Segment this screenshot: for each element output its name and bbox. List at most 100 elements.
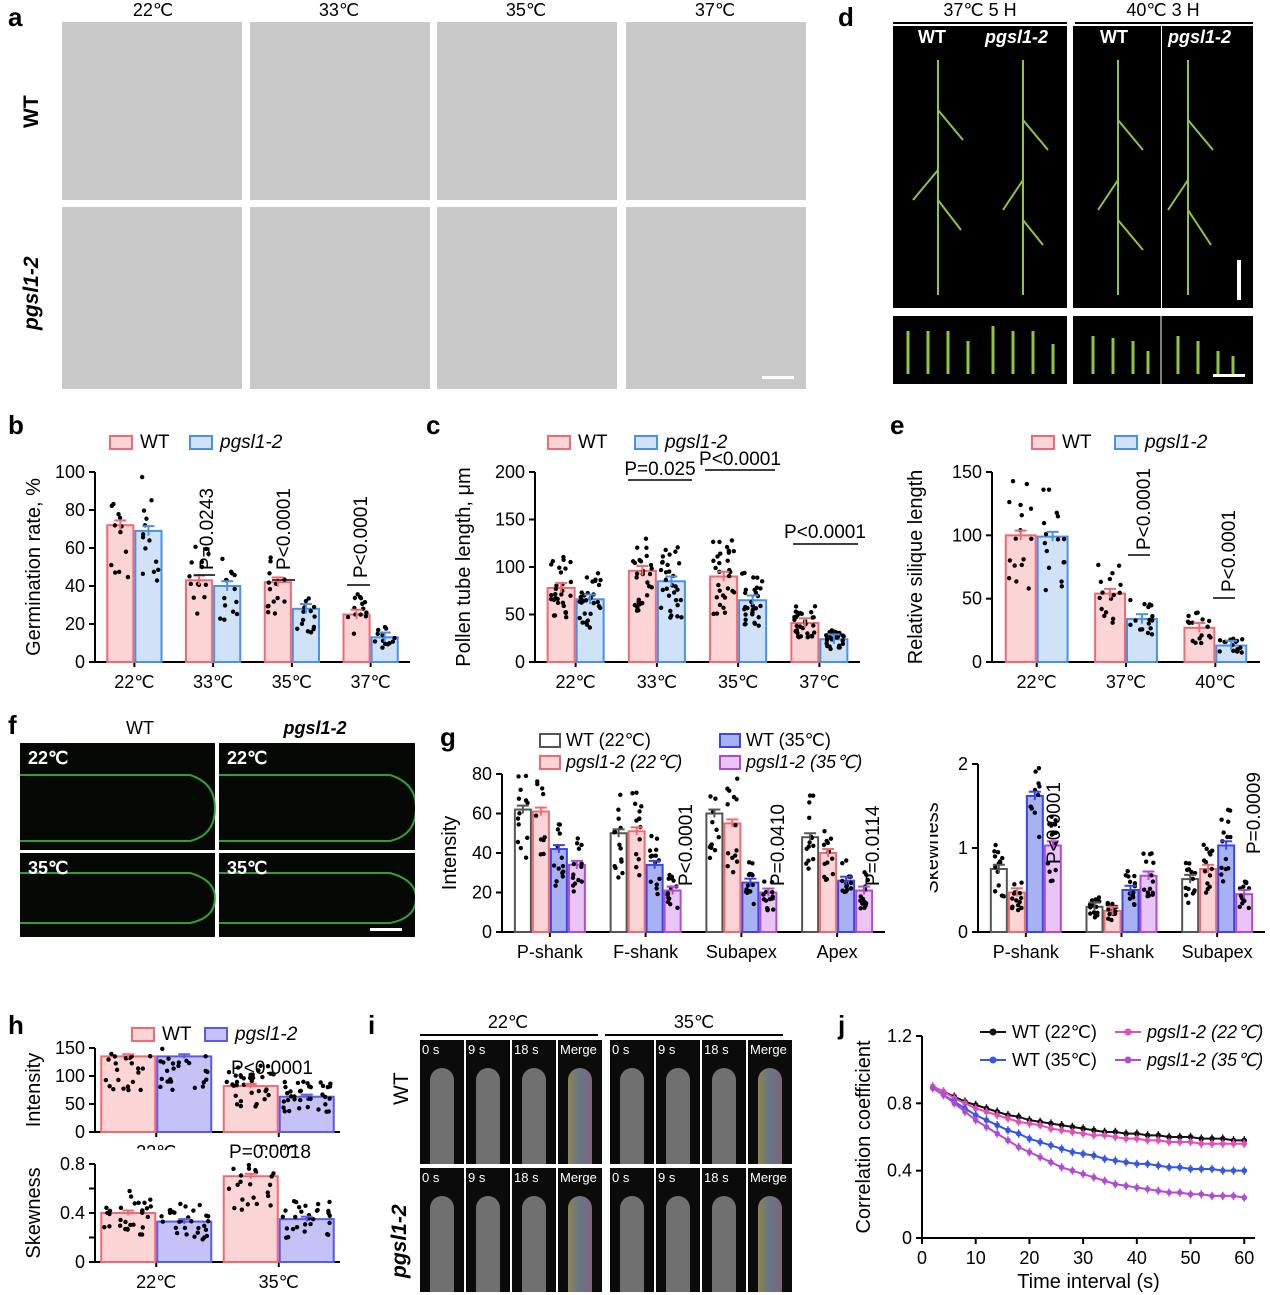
data-dot [1205, 624, 1210, 629]
data-dot [1017, 899, 1022, 905]
y-tick-label: 0.4 [887, 1161, 912, 1181]
data-dot [583, 620, 589, 625]
y-tick-label: 20 [65, 614, 85, 634]
silique-photo-37 [893, 316, 1067, 384]
data-dot [1054, 510, 1059, 516]
data-dot [525, 835, 530, 841]
data-point [1219, 1140, 1226, 1147]
legend-swatch [539, 733, 561, 748]
data-dot [1100, 590, 1105, 595]
data-dot [174, 1230, 180, 1236]
data-dot [807, 793, 813, 798]
data-dot [582, 611, 587, 616]
data-dot [716, 834, 721, 840]
y-tick-label: 150 [55, 1038, 85, 1058]
y-tick-label: 0 [902, 1228, 912, 1248]
data-dot [1098, 579, 1104, 585]
data-point [1166, 1139, 1172, 1145]
data-dot [288, 1089, 293, 1094]
data-dot [203, 1227, 209, 1233]
data-dot [730, 855, 735, 860]
data-dot [149, 498, 154, 503]
data-point [1069, 1124, 1076, 1130]
data-dot [1146, 893, 1152, 898]
y-tick-label: 0 [482, 922, 492, 942]
bar [1139, 874, 1158, 933]
data-dot [283, 1084, 288, 1090]
data-dot [676, 561, 682, 566]
data-dot [713, 565, 718, 571]
bar [656, 580, 686, 663]
data-dot [1028, 506, 1034, 511]
data-dot [617, 842, 622, 848]
data-dot [383, 626, 389, 631]
data-dot [1111, 592, 1116, 598]
x-tick-label: 60 [1234, 1248, 1254, 1268]
data-dot [112, 523, 118, 528]
data-dot [1131, 890, 1136, 895]
data-point [1241, 1194, 1248, 1201]
data-dot [743, 612, 748, 617]
data-dot [1055, 537, 1061, 542]
data-point [1155, 1132, 1162, 1139]
data-dot [1220, 879, 1226, 884]
data-dot [112, 1054, 118, 1059]
data-dot [763, 889, 769, 895]
data-dot [232, 586, 237, 592]
bar [156, 1055, 213, 1133]
data-dot [1000, 855, 1005, 861]
data-dot [121, 1086, 126, 1091]
data-point [1219, 1135, 1226, 1142]
data-dot [1096, 895, 1102, 900]
y-tick-label: 40 [65, 576, 85, 596]
legend-swatch [204, 1027, 228, 1042]
i-frame: 9 s [466, 1040, 510, 1164]
data-dot [1234, 649, 1240, 654]
y-tick-label: 100 [952, 525, 982, 545]
data-dot [1147, 886, 1153, 891]
data-dot [725, 586, 731, 591]
data-point [1209, 1135, 1215, 1142]
p-value-label: P=0.0410 [768, 804, 789, 886]
data-dot [226, 1069, 232, 1075]
data-dot [563, 610, 568, 615]
data-point [1144, 1132, 1151, 1139]
data-dot [1013, 536, 1018, 541]
data-point [1026, 1120, 1033, 1127]
x-tick-label: 22℃ [136, 1142, 176, 1150]
data-dot [634, 571, 640, 576]
data-dot [616, 807, 621, 812]
data-point [1026, 1135, 1033, 1142]
data-dot [743, 590, 748, 596]
data-dot [256, 1068, 261, 1073]
data-dot [123, 1219, 128, 1225]
data-dot [282, 1079, 287, 1085]
data-dot [1106, 907, 1111, 912]
data-dot [1052, 822, 1058, 827]
data-dot [360, 601, 365, 606]
data-dot [1142, 601, 1147, 607]
d-group-line-2 [1075, 22, 1253, 24]
data-dot [355, 592, 360, 597]
data-dot [1186, 900, 1191, 906]
data-dot [535, 779, 540, 784]
data-dot [840, 641, 846, 647]
data-dot [126, 1087, 131, 1093]
data-dot [235, 1065, 241, 1070]
data-point [1187, 1191, 1194, 1198]
data-dot [1102, 613, 1107, 619]
data-dot [714, 595, 719, 600]
data-point [1069, 1149, 1076, 1155]
data-dot [1203, 859, 1209, 865]
data-dot [1010, 896, 1015, 901]
data-dot [191, 1208, 196, 1213]
data-dot [720, 593, 726, 598]
data-dot [840, 860, 845, 866]
panel-label-j: j [838, 1010, 846, 1040]
data-dot [554, 583, 559, 588]
y-tick-label: 1 [958, 838, 968, 858]
data-dot [1012, 882, 1017, 887]
data-dot [807, 800, 812, 805]
data-dot [1187, 861, 1192, 866]
data-dot [1133, 618, 1138, 623]
